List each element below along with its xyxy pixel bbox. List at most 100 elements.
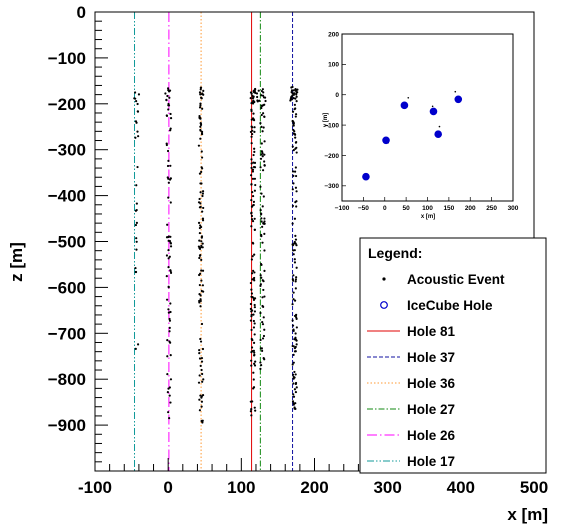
acoustic-event-dot (261, 337, 265, 340)
acoustic-event-dot (253, 253, 256, 256)
acoustic-event-dot (292, 395, 296, 398)
acoustic-event-dot (252, 371, 255, 374)
acoustic-event-dot (294, 390, 298, 394)
acoustic-event-dot (262, 316, 265, 319)
inset-x-tick-label: 250 (486, 205, 497, 212)
acoustic-event-dot (250, 166, 253, 169)
acoustic-event-dot (257, 89, 260, 92)
acoustic-event-dot (295, 339, 298, 342)
acoustic-event-dot (199, 88, 202, 91)
acoustic-event-dot (259, 166, 262, 169)
acoustic-event-dot (200, 279, 203, 282)
acoustic-event-dot (294, 278, 298, 281)
y-tick-label: −800 (48, 370, 86, 389)
acoustic-event-dot (251, 129, 254, 132)
acoustic-event-dot (259, 311, 262, 315)
acoustic-event-dot (256, 95, 259, 99)
acoustic-event-dot (293, 249, 296, 252)
acoustic-event-dot (199, 340, 203, 343)
acoustic-event-dot (136, 130, 139, 133)
inset-x-axis-label: x [m] (421, 214, 435, 220)
acoustic-event-dot (294, 115, 297, 118)
acoustic-event-dot (199, 299, 202, 303)
acoustic-event-dot (200, 240, 203, 243)
acoustic-event-dot (201, 419, 204, 422)
acoustic-event-dot (260, 192, 263, 195)
acoustic-event-dot (169, 271, 173, 274)
acoustic-event-dot (136, 110, 140, 113)
acoustic-event-dot (201, 284, 205, 287)
acoustic-event-dot (167, 196, 170, 199)
acoustic-event-dot (133, 91, 137, 94)
acoustic-event-dot (202, 89, 205, 92)
acoustic-event-dot (168, 90, 171, 93)
acoustic-event-dot (252, 95, 255, 98)
acoustic-event-dot (295, 151, 298, 154)
acoustic-event-dot (200, 400, 204, 403)
acoustic-event-dot (198, 357, 202, 360)
acoustic-event-dot (199, 305, 202, 308)
acoustic-event-dot (256, 99, 259, 102)
acoustic-event-dot (249, 307, 252, 310)
acoustic-event-dot (294, 382, 297, 386)
y-tick-label: −600 (48, 278, 86, 297)
acoustic-event-dot (251, 220, 255, 223)
acoustic-event-dot (263, 358, 266, 361)
legend-entry-label: Hole 26 (407, 428, 456, 443)
legend-entry-label: Acoustic Event (407, 272, 505, 287)
acoustic-event-dot (261, 88, 264, 91)
acoustic-event-dot (169, 242, 173, 245)
y-tick-label: −200 (48, 95, 86, 114)
acoustic-event-dot (291, 324, 295, 327)
acoustic-event-dot (199, 191, 202, 194)
acoustic-event-dot (169, 378, 173, 381)
acoustic-event-dot (261, 225, 264, 228)
acoustic-event-dot (252, 319, 255, 323)
acoustic-event-dot (201, 347, 205, 351)
inset-y-tick-label: −300 (324, 183, 339, 190)
acoustic-event-dot (252, 200, 256, 203)
acoustic-event-dot (294, 234, 297, 237)
acoustic-event-dot (250, 359, 253, 362)
acoustic-event-dot (250, 295, 253, 298)
acoustic-event-dot (169, 235, 172, 238)
acoustic-event-dot (291, 363, 294, 366)
x-tick-label: 200 (300, 478, 328, 497)
acoustic-event-dot (294, 147, 297, 150)
acoustic-event-dot (252, 386, 256, 389)
inset-hole-marker (429, 107, 438, 116)
inset-holes (362, 95, 463, 181)
acoustic-event-dot (259, 361, 262, 364)
acoustic-event-dot (253, 406, 256, 409)
acoustic-event-dot (292, 124, 295, 127)
acoustic-event-dot (250, 350, 253, 354)
acoustic-event-dot (260, 217, 263, 220)
acoustic-event-dot (167, 411, 170, 414)
inset-event-dot (438, 125, 441, 128)
acoustic-event-dot (254, 409, 257, 412)
acoustic-event-dot (201, 372, 204, 376)
acoustic-event-dot (135, 221, 138, 224)
acoustic-event-dot (169, 164, 172, 167)
acoustic-event-dot (200, 356, 204, 360)
acoustic-event-dot (250, 135, 253, 138)
acoustic-event-dot (261, 296, 264, 299)
acoustic-event-dot (169, 177, 173, 180)
acoustic-event-dot (202, 378, 205, 381)
acoustic-event-dot (136, 102, 139, 106)
acoustic-event-dot (167, 181, 170, 184)
acoustic-event-dot (295, 88, 298, 92)
legend-hole-marker (380, 301, 388, 309)
acoustic-event-dot (251, 278, 254, 281)
acoustic-event-dot (259, 122, 262, 125)
acoustic-event-dot (168, 96, 171, 99)
acoustic-event-dot (253, 150, 256, 153)
acoustic-event-dot (260, 125, 263, 128)
acoustic-event-dot (293, 170, 297, 173)
acoustic-event-dot (260, 276, 263, 279)
acoustic-event-dot (292, 89, 295, 92)
acoustic-event-dot (199, 298, 202, 301)
inset-y-tick-label: −200 (324, 153, 339, 160)
acoustic-event-dot (253, 147, 256, 150)
